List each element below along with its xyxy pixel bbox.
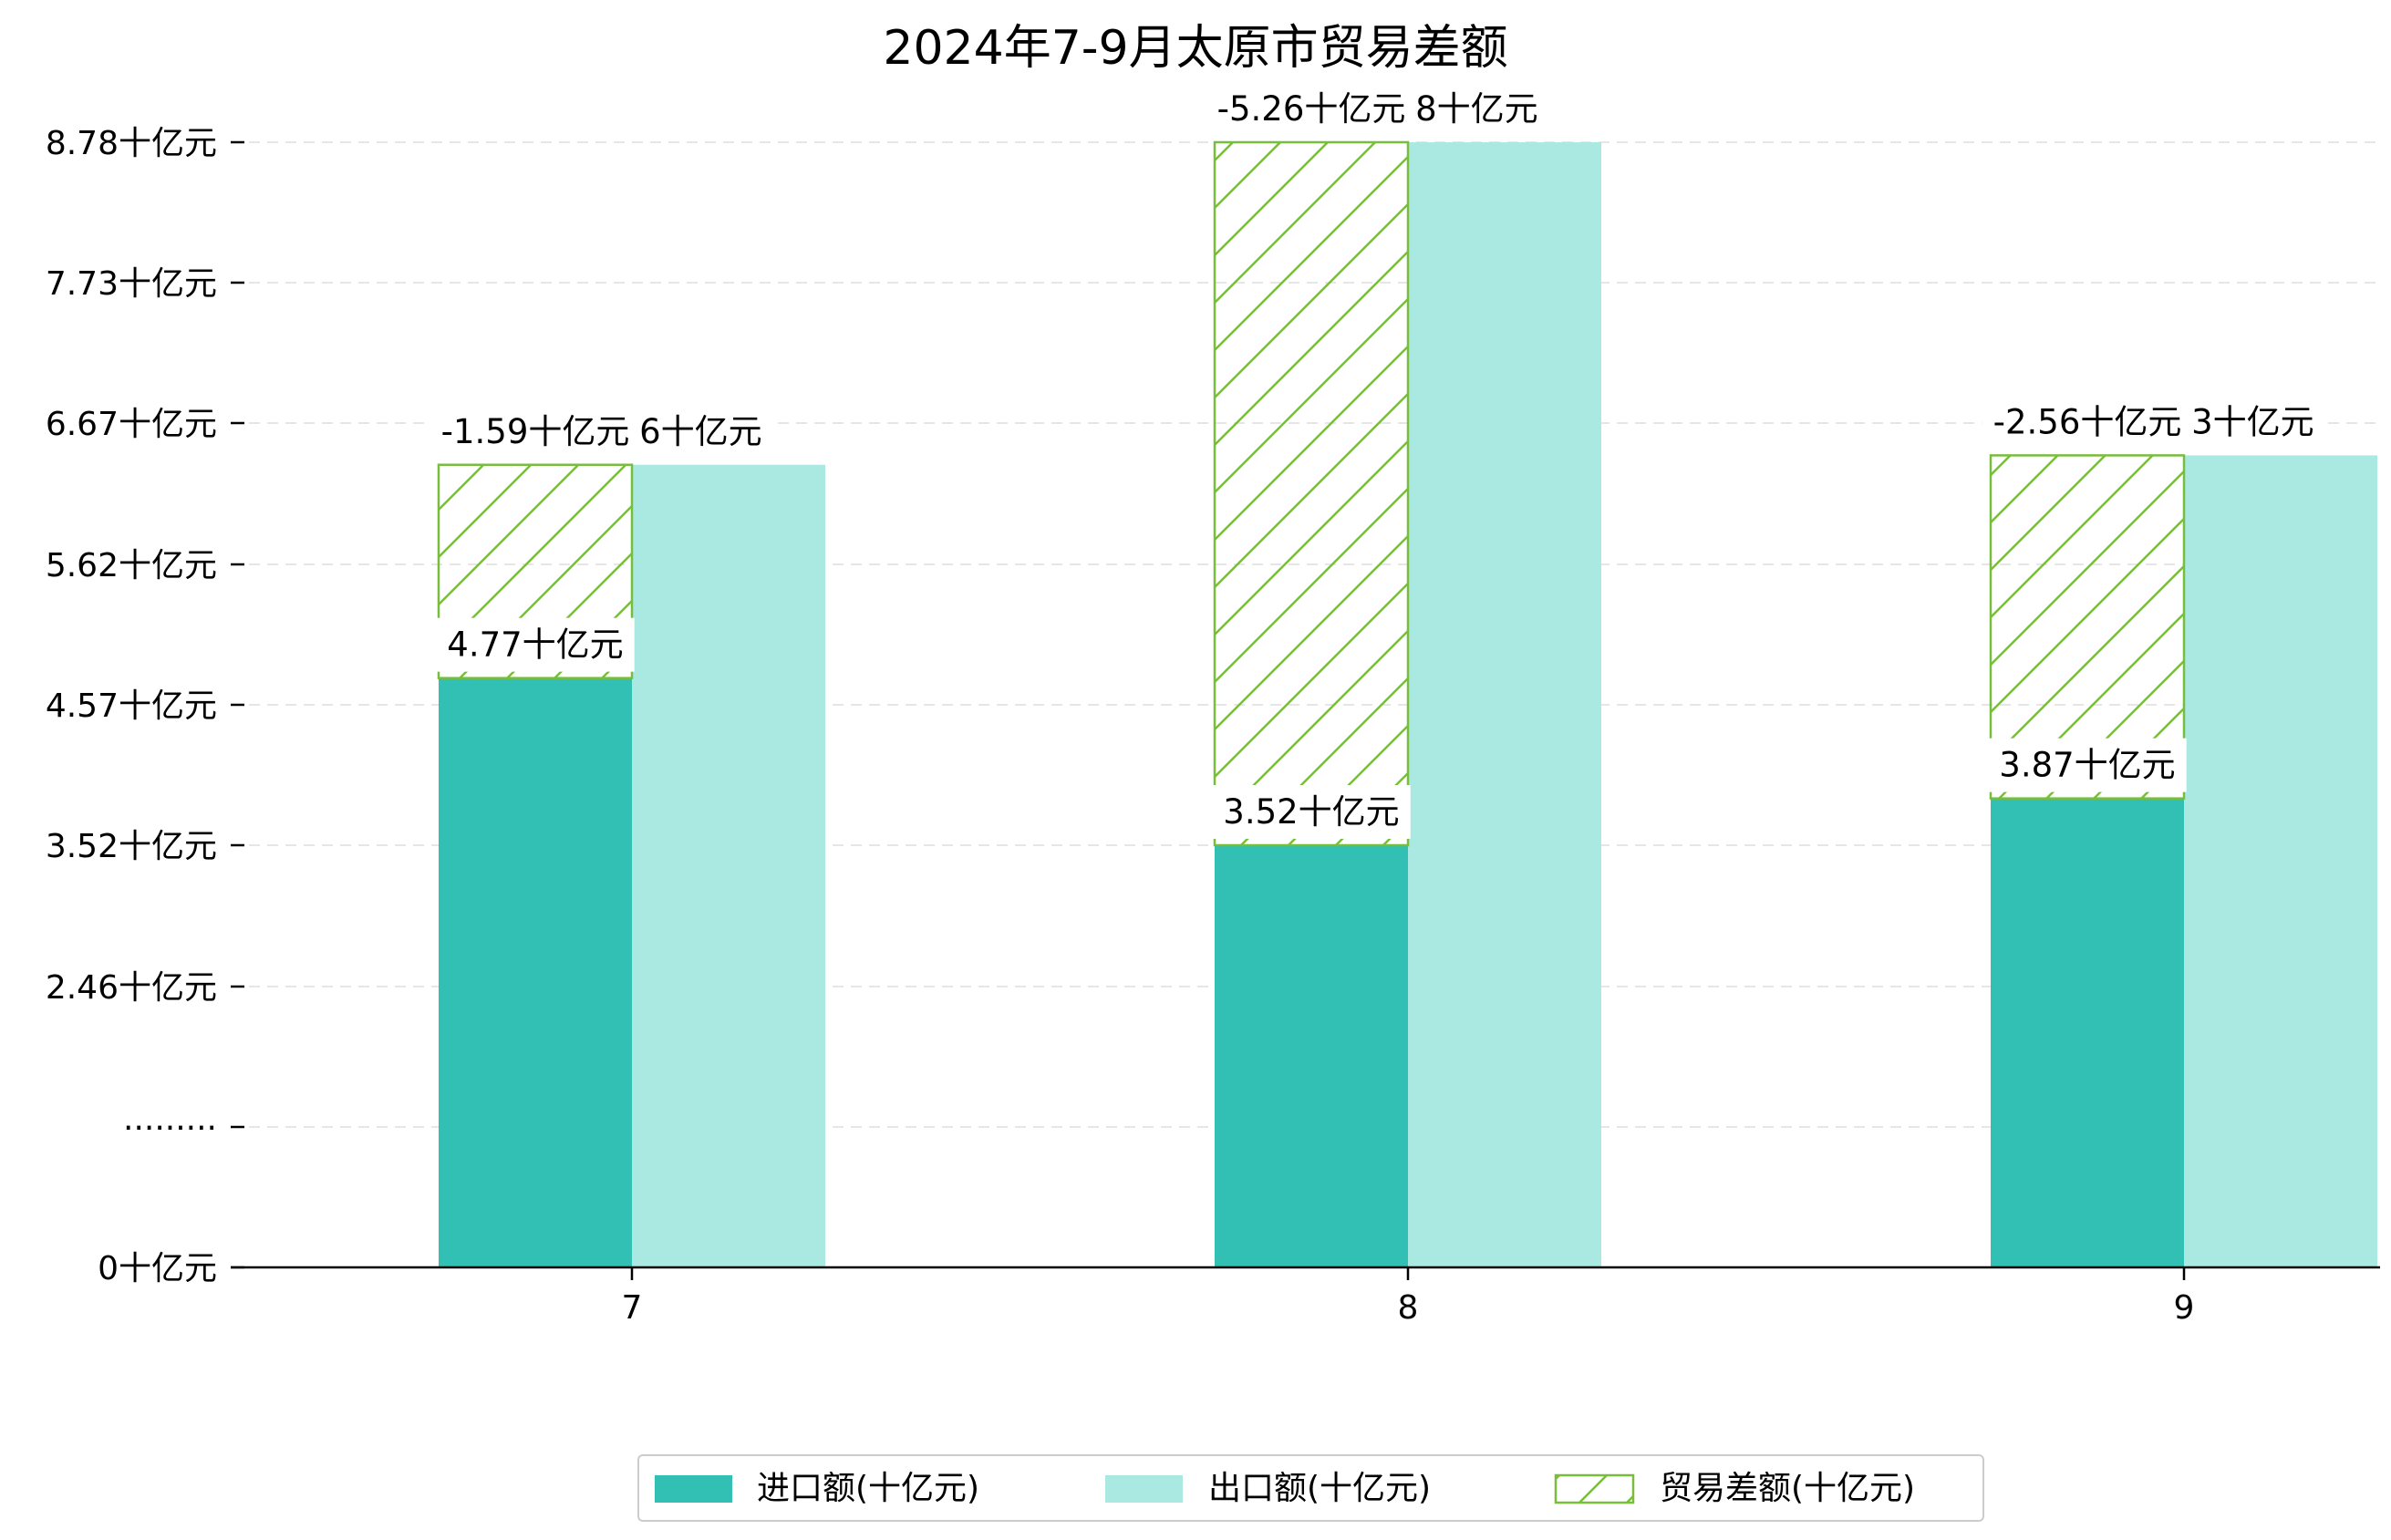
- bar-imports: [1215, 845, 1408, 1267]
- bar-trade-balance: [1213, 140, 1410, 847]
- data-label-background: [1212, 785, 1411, 839]
- y-tick-label: 0十亿元: [98, 1250, 217, 1287]
- y-axis: 0十亿元 ········· 2.46十亿元 3.52十亿元 4.57十亿元 5.62十亿…: [46, 125, 244, 1287]
- y-tick-label: 7.73十亿元: [46, 265, 217, 303]
- data-label-imports: 3.52十亿元: [1212, 785, 1411, 839]
- y-tick-label: 3.52十亿元: [46, 828, 217, 865]
- data-label-text: 3.52十亿元: [1223, 792, 1399, 832]
- legend-label-balance: 贸易差额(十亿元): [1660, 1470, 1915, 1507]
- data-label-text: -2.56十亿元: [1993, 402, 2182, 441]
- legend-swatch-exports: [1105, 1475, 1183, 1503]
- data-label-trade-balance: -5.26十亿元: [1206, 82, 1417, 136]
- bars: [437, 140, 2377, 1267]
- x-axis: 7 8 9: [622, 1267, 2195, 1327]
- legend-swatch-balance: [1554, 1473, 1635, 1504]
- legend: 进口额(十亿元) 出口额(十亿元) 贸易差额(十亿元): [637, 1454, 1984, 1522]
- bar-exports: [632, 464, 825, 1267]
- bar-imports: [1991, 798, 2184, 1267]
- legend-label-imports: 进口额(十亿元): [757, 1470, 979, 1507]
- y-tick-label: 2.46十亿元: [46, 969, 217, 1007]
- legend-swatch-imports: [655, 1475, 732, 1503]
- bar-exports: [2184, 455, 2377, 1267]
- data-label-background: [430, 404, 641, 459]
- y-tick-label: ·········: [123, 1110, 217, 1147]
- x-tick-label: 7: [622, 1289, 643, 1327]
- legend-label-exports: 出口额(十亿元): [1208, 1470, 1431, 1507]
- data-label-background: [1988, 738, 2187, 792]
- data-label-text: -1.59十亿元: [441, 412, 630, 451]
- y-tick-label: 4.57十亿元: [46, 687, 217, 725]
- data-label-background: [1982, 395, 2193, 450]
- data-label-trade-balance: -2.56十亿元: [1982, 395, 2193, 450]
- data-label-imports: 4.77十亿元: [436, 617, 635, 672]
- y-tick-label: 8.78十亿元: [46, 125, 217, 162]
- x-tick-label: 9: [2174, 1289, 2195, 1327]
- y-tick-label: 5.62十亿元: [46, 547, 217, 584]
- data-labels: 6.36十亿元8.78十亿元6.43十亿元-1.59十亿元4.77十亿元-5.2…: [430, 82, 2325, 839]
- data-label-text: -5.26十亿元: [1217, 89, 1406, 129]
- chart-title: 2024年7-9月太原市贸易差额: [883, 21, 1507, 76]
- data-label-trade-balance: -1.59十亿元: [430, 404, 641, 459]
- x-tick-label: 8: [1398, 1289, 1419, 1327]
- data-label-imports: 3.87十亿元: [1988, 738, 2187, 792]
- data-label-background: [1206, 82, 1417, 136]
- legend-frame: [637, 1454, 1984, 1522]
- data-label-text: 3.87十亿元: [1999, 746, 2175, 785]
- bar-imports: [439, 677, 632, 1267]
- data-label-text: 4.77十亿元: [447, 625, 623, 665]
- data-label-background: [436, 617, 635, 672]
- y-tick-label: 6.67十亿元: [46, 406, 217, 443]
- bar-exports: [1408, 142, 1601, 1267]
